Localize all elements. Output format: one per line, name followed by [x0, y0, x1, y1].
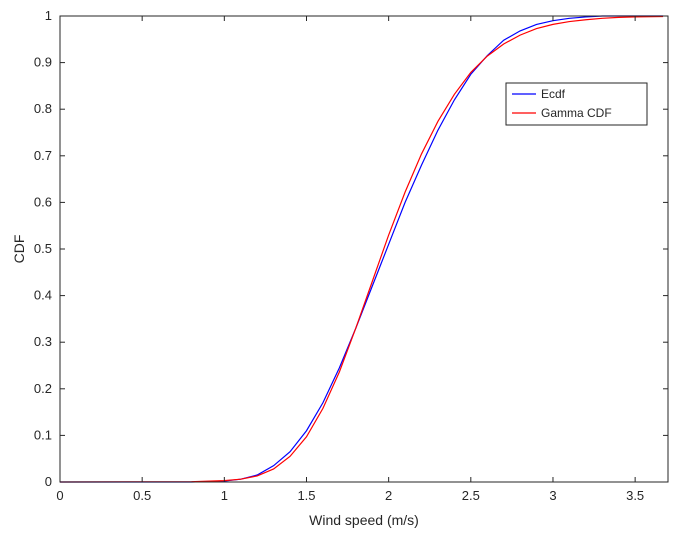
y-axis-label: CDF — [11, 235, 27, 264]
y-tick-label: 1 — [45, 8, 52, 23]
x-tick-label: 1.5 — [297, 488, 315, 503]
y-tick-label: 0.8 — [34, 101, 52, 116]
y-tick-label: 0.6 — [34, 194, 52, 209]
series-line-gamma-cdf — [59, 15, 664, 483]
y-tick-label: 0 — [45, 474, 52, 489]
y-tick-label: 0.1 — [34, 427, 52, 442]
y-tick-label: 0.7 — [34, 148, 52, 163]
y-tick-label: 0.2 — [34, 381, 52, 396]
x-tick-label: 2.5 — [462, 488, 480, 503]
y-tick-label: 0.9 — [34, 55, 52, 70]
x-tick-label: 0 — [56, 488, 63, 503]
axes-layer: 0 0.5 1 1.5 2 2.5 3 3.5 0 0.1 0.2 0.3 0.4 0.5 0.6 0.7 0.… — [34, 8, 669, 503]
x-tick-label: 0.5 — [133, 488, 151, 503]
y-tick-label: 0.4 — [34, 288, 52, 303]
x-tick-label: 3.5 — [626, 488, 644, 503]
legend: Ecdf Gamma CDF — [505, 82, 648, 126]
x-axis-label: Wind speed (m/s) — [309, 512, 419, 528]
legend-box — [505, 82, 648, 126]
y-tick-label: 0.5 — [34, 241, 52, 256]
y-tick-label: 0.3 — [34, 334, 52, 349]
series-layer — [59, 15, 664, 483]
x-tick-label: 1 — [221, 488, 228, 503]
series-line-ecdf — [60, 15, 664, 483]
legend-entry-label: Gamma CDF — [541, 106, 612, 120]
x-tick-label: 3 — [549, 488, 556, 503]
legend-entry-label: Ecdf — [541, 87, 566, 101]
x-tick-label: 2 — [385, 488, 392, 503]
